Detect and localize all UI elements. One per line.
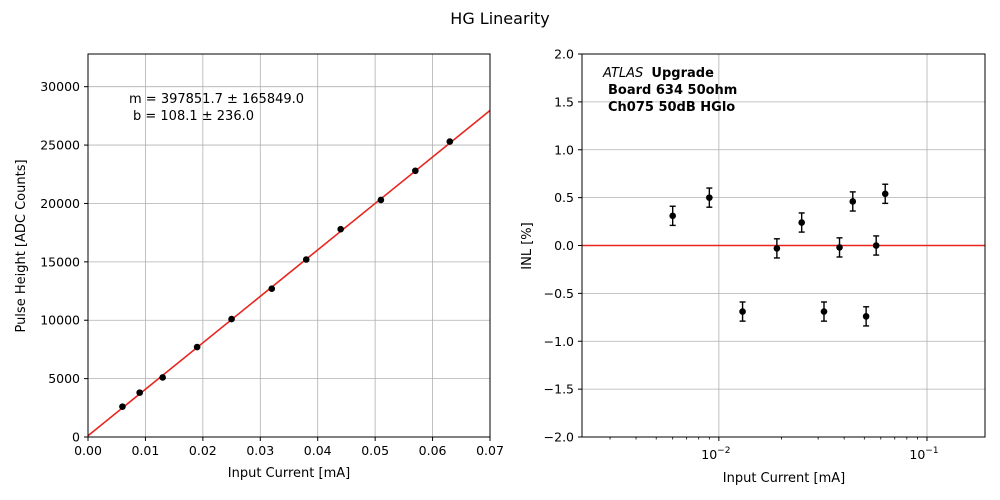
x-tick-label: 0.00 — [74, 443, 102, 458]
y-tick-label: −1.0 — [544, 334, 574, 349]
y-tick-label: 0 — [72, 430, 80, 445]
data-point — [773, 245, 781, 252]
data-point — [820, 308, 828, 315]
data-point — [302, 256, 310, 263]
figure-title: HG Linearity — [450, 9, 549, 28]
atlas-italic: ATLAS — [602, 66, 643, 81]
data-point — [193, 343, 201, 351]
y-tick-label: 15000 — [40, 254, 80, 269]
fit-annotation-slope: m = 397851.7 ± 165849.0 — [129, 92, 304, 107]
linearity-plot: 0.00 0.01 0.02 0.03 0.04 0.05 0.06 0.07 0 5000 100… — [40, 53, 504, 458]
data-point — [836, 244, 843, 251]
data-point — [119, 403, 126, 410]
data-point — [446, 138, 454, 145]
y-tick-label: 25000 — [40, 138, 80, 153]
data-point — [268, 285, 276, 293]
x-tick-label: 0.03 — [246, 443, 274, 458]
y-tick-label: −1.5 — [544, 382, 574, 397]
right-x-axis-label: Input Current [mA] — [723, 471, 845, 486]
right-y-axis-label: INL [%] — [520, 222, 535, 269]
x-tick-label: 0.01 — [132, 443, 160, 458]
y-tick-label: 0.0 — [554, 238, 574, 253]
data-point — [377, 196, 385, 204]
x-tick-label: 0.02 — [189, 443, 217, 458]
data-point — [739, 308, 746, 315]
y-tick-label: −2.0 — [544, 430, 574, 445]
fit-annotation-intercept: b = 108.1 ± 236.0 — [133, 109, 254, 124]
x-tick-label: 0.06 — [419, 443, 447, 458]
x-tick-label: 0.04 — [304, 443, 332, 458]
data-point — [136, 389, 143, 396]
fit-line — [87, 109, 491, 437]
data-point — [228, 315, 235, 323]
y-tick-label: 1.0 — [554, 142, 574, 157]
data-point — [872, 242, 880, 249]
inl-plot: 10−2 10−1 −2.0 −1.5 −1.0 −0.5 0.0 0.5 1.0 1.5 2.0 — [544, 47, 986, 462]
y-tick-label: −0.5 — [544, 286, 574, 301]
data-point — [669, 212, 676, 220]
x-tick-label: 0.07 — [476, 443, 504, 458]
data-point — [849, 198, 857, 205]
data-point — [862, 313, 870, 320]
data-point — [798, 219, 805, 226]
data-point — [159, 374, 166, 381]
y-tick-label: 2.0 — [554, 47, 574, 62]
x-tick-label: 10−2 — [701, 446, 730, 462]
data-point — [881, 190, 889, 198]
data-point — [337, 225, 344, 233]
y-tick-label: 10000 — [40, 313, 80, 328]
atlas-upgrade: Upgrade — [651, 66, 714, 81]
atlas-label: ATLAS Upgrade — [602, 66, 714, 81]
y-tick-label: 1.5 — [554, 94, 574, 109]
y-tick-label: 20000 — [40, 196, 80, 211]
x-tick-label: 0.05 — [361, 443, 389, 458]
axes-frame — [87, 53, 491, 438]
left-x-axis-label: Input Current [mA] — [228, 466, 350, 481]
x-tick-label: 10−1 — [909, 446, 938, 462]
channel-label: Ch075 50dB HGlo — [608, 100, 735, 115]
y-tick-label: 5000 — [48, 371, 80, 386]
board-label: Board 634 50ohm — [608, 83, 737, 98]
left-y-axis-label: Pulse Height [ADC Counts] — [14, 159, 29, 332]
data-point — [706, 194, 713, 201]
data-point — [412, 167, 419, 175]
y-tick-label: 0.5 — [554, 190, 574, 205]
y-tick-label: 30000 — [40, 79, 80, 94]
